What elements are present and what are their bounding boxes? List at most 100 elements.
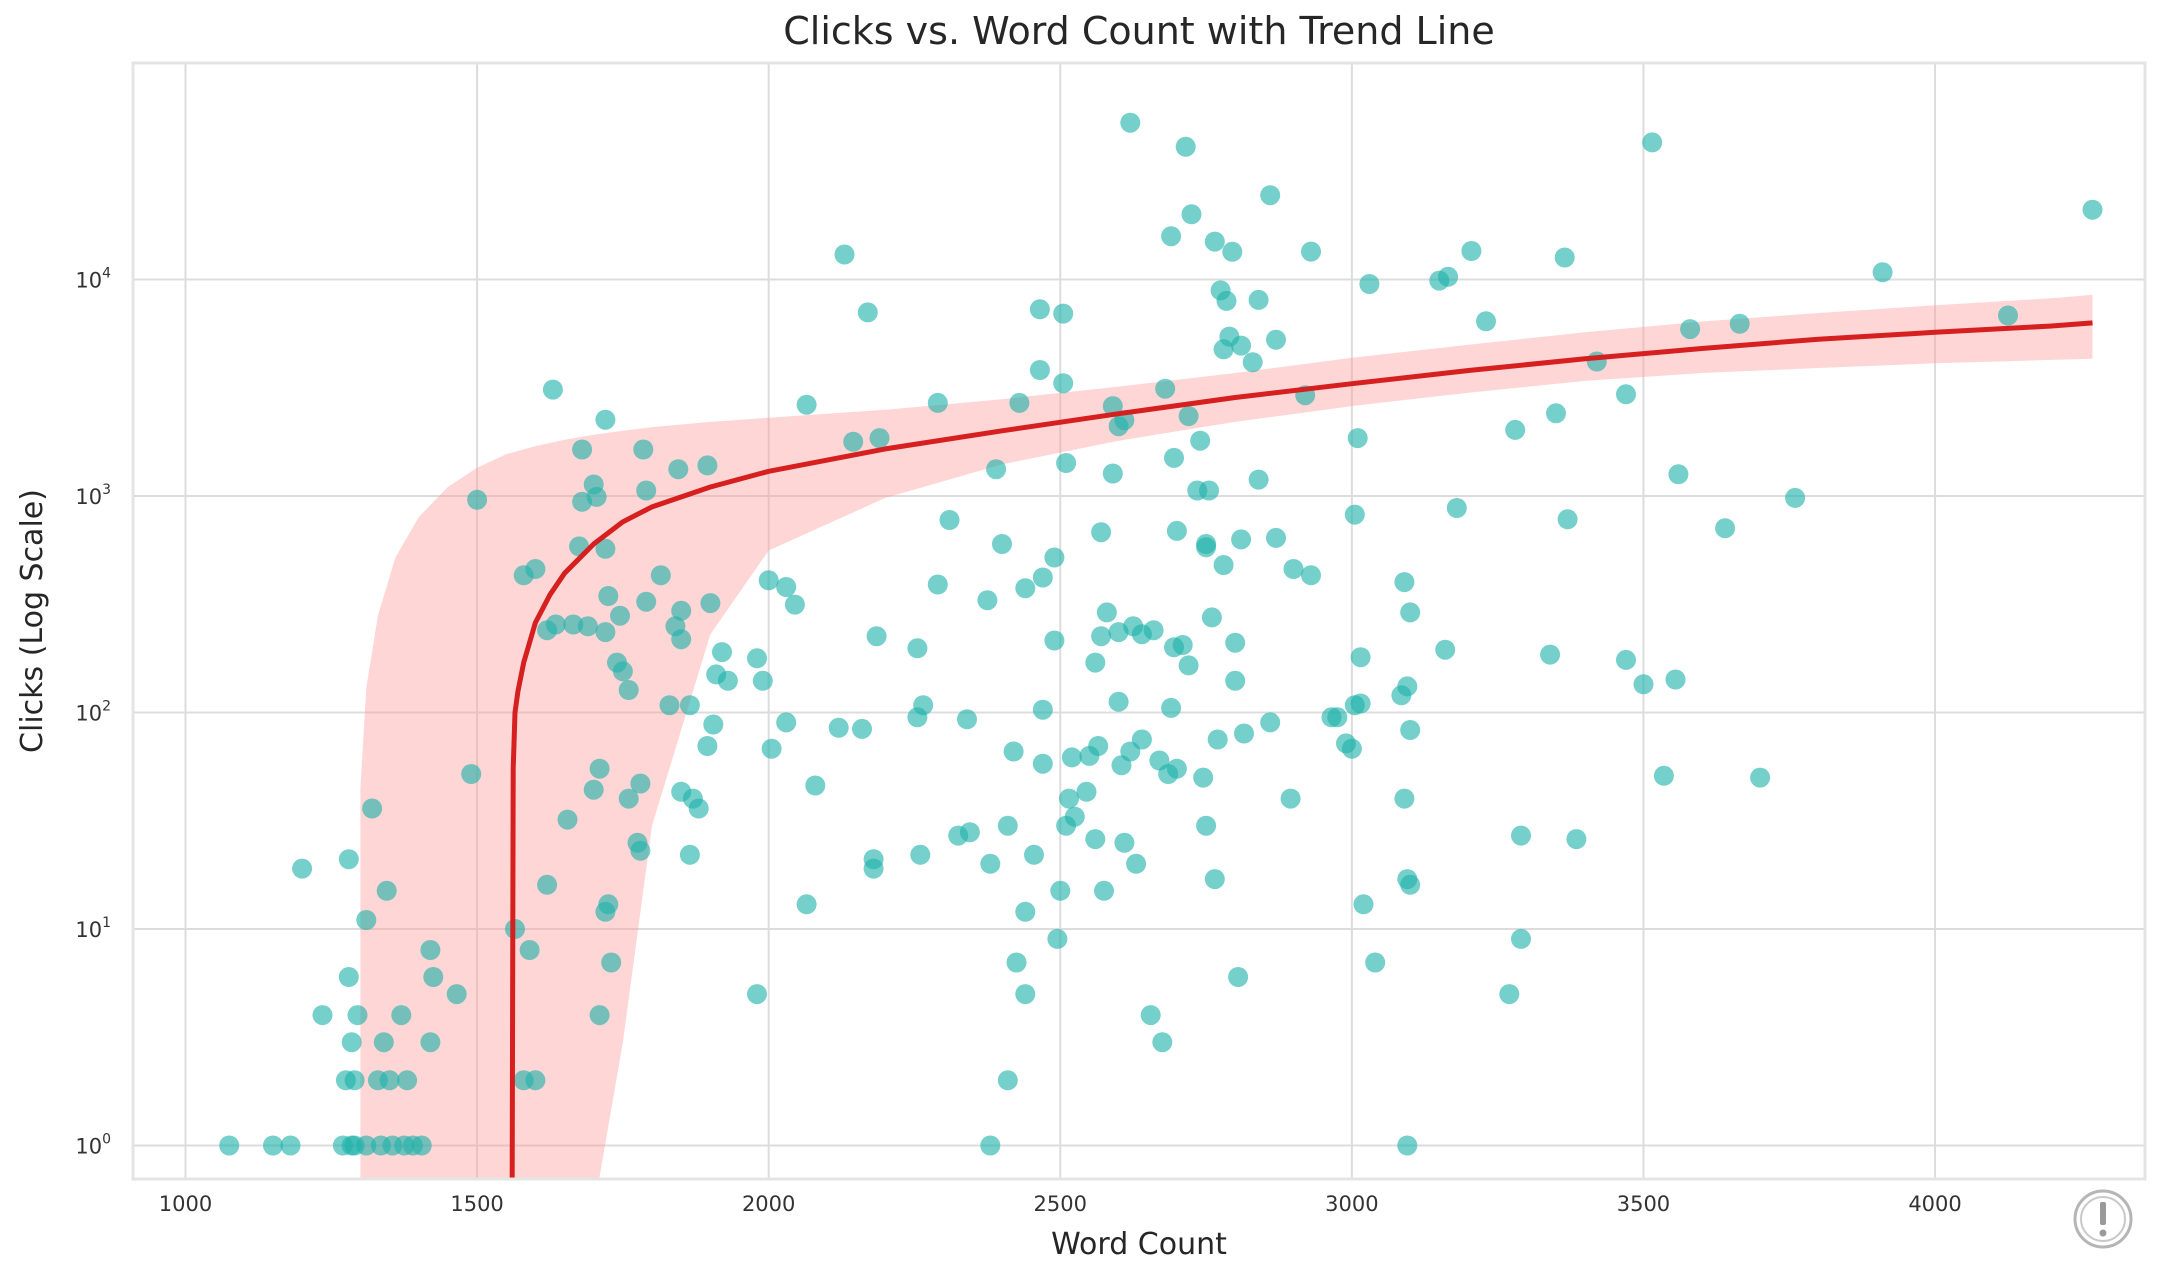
scatter-point — [1248, 289, 1269, 310]
scatter-point — [338, 967, 359, 987]
scatter-point — [1032, 753, 1053, 774]
scatter-point — [1108, 691, 1129, 712]
scatter-point — [1047, 928, 1068, 949]
scatter-point — [1213, 339, 1234, 360]
scatter-point — [1044, 630, 1065, 651]
scatter-point — [636, 591, 657, 612]
scatter-point — [1680, 319, 1701, 340]
scatter-point — [1359, 274, 1380, 294]
scatter-point — [980, 853, 1001, 874]
scatter-point — [1143, 620, 1164, 641]
scatter-point — [1554, 247, 1575, 268]
x-axis-label: Word Count — [1051, 1227, 1227, 1262]
scatter-point — [344, 1070, 365, 1091]
scatter-point — [572, 491, 593, 512]
scatter-point — [537, 874, 558, 895]
scatter-point — [1301, 241, 1321, 262]
scatter-point — [572, 439, 593, 460]
scatter-point — [776, 577, 797, 597]
scatter-point — [679, 695, 700, 716]
scatter-point — [1327, 707, 1348, 728]
x-tick-label: 4000 — [1908, 1192, 1961, 1216]
scatter-point — [263, 1135, 283, 1156]
scatter-point — [1216, 290, 1237, 311]
scatter-point — [633, 439, 654, 460]
scatter-point — [1006, 952, 1027, 973]
scatter-point — [589, 1005, 610, 1026]
scatter-point — [1015, 984, 1036, 1005]
scatter-point — [1653, 765, 1674, 786]
scatter-point — [347, 1005, 368, 1026]
scatter-point — [1511, 928, 1531, 949]
scatter-point — [668, 459, 689, 480]
scatter-point — [1213, 555, 1234, 575]
scatter-point — [601, 952, 622, 973]
scatter-point — [356, 910, 377, 930]
scatter-point — [1178, 655, 1199, 676]
scatter-point — [1003, 741, 1024, 762]
scatter-point — [1161, 697, 1182, 718]
scatter-point — [1400, 602, 1421, 623]
chart-title: Clicks vs. Word Count with Trend Line — [783, 9, 1495, 53]
scatter-point — [1499, 984, 1520, 1005]
scatter-point — [1394, 788, 1415, 809]
scatter-point — [1998, 305, 2018, 326]
scatter-point — [805, 775, 826, 796]
scatter-point — [957, 709, 977, 730]
scatter-point — [852, 718, 872, 739]
scatter-point — [1505, 419, 1526, 440]
scatter-point — [542, 379, 563, 400]
scatter-point — [545, 614, 566, 635]
scatter-point — [1729, 313, 1750, 334]
x-tick-label: 1000 — [159, 1192, 212, 1216]
scatter-point — [997, 815, 1018, 836]
scatter-point — [1234, 723, 1254, 744]
scatter-point — [1161, 226, 1182, 247]
scatter-point — [1222, 241, 1243, 262]
scatter-point — [379, 1070, 400, 1091]
scatter-point — [1120, 112, 1141, 133]
y-tick-label: 101 — [75, 915, 111, 942]
scatter-point — [630, 773, 651, 794]
scatter-point — [1140, 1005, 1161, 1026]
scatter-point — [959, 822, 980, 843]
scatter-point — [1152, 1032, 1173, 1053]
scatter-point — [1044, 547, 1065, 568]
scatter-point — [747, 648, 767, 669]
scatter-point — [1085, 652, 1106, 673]
scatter-point — [1260, 712, 1281, 733]
scatter-point — [1344, 504, 1365, 525]
scatter-point — [700, 593, 721, 614]
scatter-point — [997, 1070, 1018, 1091]
scatter-point — [1155, 378, 1176, 399]
scatter-point — [1616, 649, 1636, 670]
scatter-point — [1400, 874, 1421, 895]
x-tick-label: 1500 — [450, 1192, 503, 1216]
scatter-point — [703, 714, 724, 735]
scatter-point — [1231, 529, 1252, 550]
scatter-point — [796, 894, 817, 915]
scatter-point — [697, 736, 718, 756]
scatter-point — [1438, 266, 1459, 287]
scatter-point — [776, 712, 797, 733]
scatter-point — [1024, 844, 1044, 865]
scatter-point — [219, 1135, 240, 1156]
scatter-point — [913, 695, 934, 716]
scatter-point — [1397, 1135, 1418, 1156]
info-icon[interactable] — [2073, 1189, 2133, 1249]
scatter-point — [391, 1005, 412, 1026]
scatter-point — [1207, 729, 1228, 750]
scatter-point — [671, 629, 692, 650]
scatter-point — [1350, 647, 1371, 668]
scatter-point — [1085, 829, 1106, 850]
scatter-point — [1225, 670, 1246, 691]
scatter-point — [598, 894, 619, 915]
scatter-point — [1061, 747, 1082, 768]
scatter-point — [1094, 880, 1114, 901]
scatter-point — [761, 738, 782, 759]
scatter-point — [1175, 136, 1196, 157]
scatter-point — [1029, 360, 1050, 380]
scatter-point — [356, 1135, 377, 1156]
scatter-point — [1750, 767, 1771, 788]
